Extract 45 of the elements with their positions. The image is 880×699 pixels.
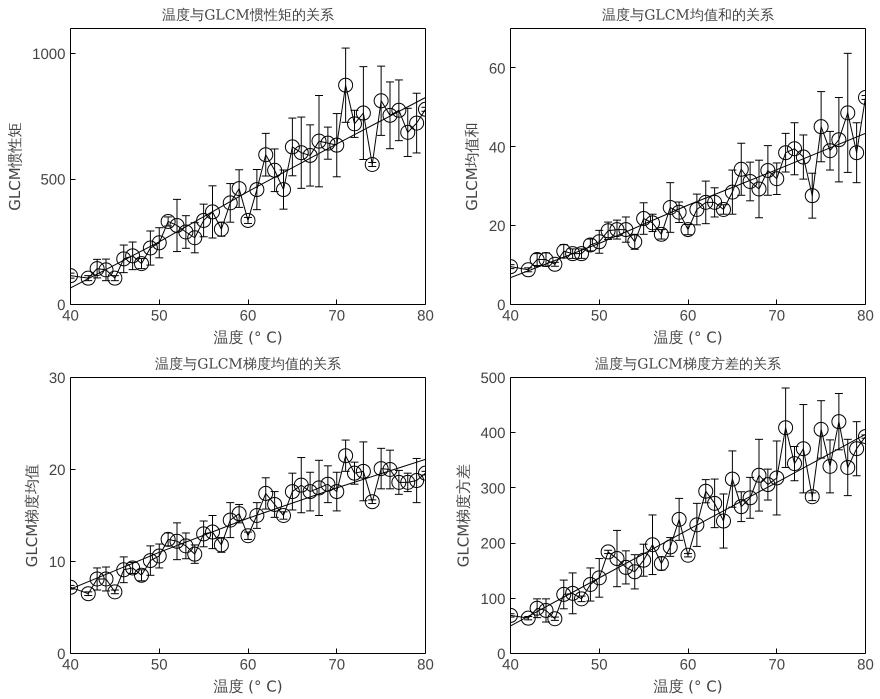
y-axis-title: GLCM均值和	[462, 122, 481, 211]
y-tick-label: 200	[480, 536, 506, 553]
y-axis-title: GLCM梯度方差	[454, 464, 472, 568]
chart-title: 温度与GLCM梯度方差的关系	[595, 356, 781, 372]
x-tick-label: 50	[590, 656, 608, 674]
x-tick-label: 70	[328, 656, 346, 674]
y-tick-label: 20	[48, 462, 66, 479]
y-tick-label: 0	[57, 646, 66, 663]
y-tick-label: 100	[480, 590, 506, 608]
y-tick-label: 300	[480, 480, 506, 498]
x-tick-label: 60	[240, 308, 256, 324]
x-axis-title: 温度 (° C)	[213, 328, 283, 346]
chart-title: 温度与GLCM均值和的关系	[602, 8, 774, 24]
x-tick-label: 60	[240, 656, 256, 674]
y-tick-label: 0	[57, 297, 66, 314]
y-tick-label: 1000	[32, 46, 66, 64]
y-tick-label: 20	[488, 218, 506, 236]
y-axis-title: GLCM梯度均值	[22, 464, 41, 568]
y-tick-label: 500	[480, 370, 506, 387]
x-axis-title: 温度 (° C)	[213, 678, 283, 696]
x-tick-label: 50	[150, 308, 168, 324]
y-tick-label: 500	[40, 172, 66, 189]
x-axis-title: 温度 (° C)	[653, 678, 723, 696]
chart-title: 温度与GLCM梯度均值的关系	[155, 356, 341, 372]
x-tick-label: 70	[768, 656, 786, 674]
y-tick-label: 10	[48, 554, 66, 571]
y-tick-label: 40	[488, 139, 506, 156]
x-tick-label: 60	[680, 308, 696, 324]
y-tick-label: 400	[480, 425, 506, 442]
x-tick-label: 70	[328, 308, 346, 324]
y-axis-title: GLCM惯性矩	[6, 122, 24, 211]
x-tick-label: 50	[590, 308, 608, 324]
y-tick-label: 60	[488, 60, 506, 78]
y-tick-label: 0	[497, 646, 506, 663]
x-tick-label: 70	[768, 308, 786, 324]
x-tick-label: 50	[150, 656, 168, 674]
y-tick-label: 30	[48, 370, 66, 387]
x-tick-label: 80	[857, 308, 874, 324]
x-tick-label: 60	[680, 656, 696, 674]
chart-title: 温度与GLCM惯性矩的关系	[162, 8, 334, 24]
x-tick-label: 80	[417, 308, 434, 324]
x-tick-label: 80	[857, 656, 874, 674]
x-tick-label: 80	[417, 656, 434, 674]
y-tick-label: 0	[497, 297, 506, 314]
x-axis-title: 温度 (° C)	[653, 328, 723, 346]
